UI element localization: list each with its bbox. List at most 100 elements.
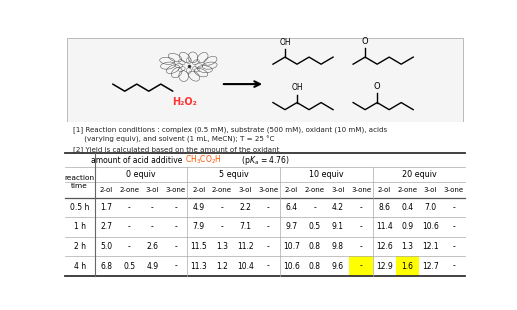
Text: -: - — [174, 222, 177, 232]
Bar — [349, 256, 373, 276]
Text: -: - — [267, 242, 270, 251]
Text: -: - — [360, 222, 362, 232]
Text: 9.1: 9.1 — [332, 222, 344, 232]
Text: 0.5 h: 0.5 h — [70, 203, 89, 212]
Text: -: - — [221, 222, 223, 232]
Text: 8.6: 8.6 — [378, 203, 390, 212]
Text: 1.3: 1.3 — [216, 242, 228, 251]
Text: H₂O₂: H₂O₂ — [172, 97, 197, 107]
Text: O: O — [362, 37, 369, 46]
Bar — [396, 256, 419, 276]
Text: 10.6: 10.6 — [422, 222, 439, 232]
Text: 11.4: 11.4 — [376, 222, 392, 232]
Text: 10 equiv: 10 equiv — [309, 170, 344, 179]
Text: 10.7: 10.7 — [283, 242, 300, 251]
Text: OH: OH — [291, 83, 303, 92]
Text: 0.4: 0.4 — [401, 203, 414, 212]
Text: 4.9: 4.9 — [193, 203, 205, 212]
Text: 12.9: 12.9 — [376, 262, 392, 271]
Text: 1.3: 1.3 — [401, 242, 414, 251]
Text: 4.2: 4.2 — [332, 203, 344, 212]
Text: 11.2: 11.2 — [237, 242, 253, 251]
Text: 3-one: 3-one — [258, 187, 278, 193]
Text: 1.7: 1.7 — [100, 203, 112, 212]
Text: 2-ol: 2-ol — [377, 187, 391, 193]
Text: 0.8: 0.8 — [309, 262, 321, 271]
Text: 3-one: 3-one — [444, 187, 464, 193]
Text: (p$K_a$ = 4.76): (p$K_a$ = 4.76) — [239, 154, 290, 167]
Text: 11.3: 11.3 — [190, 262, 207, 271]
Text: amount of acid additive: amount of acid additive — [91, 156, 185, 165]
Text: -: - — [221, 203, 223, 212]
Text: 2-one: 2-one — [212, 187, 232, 193]
Text: 12.1: 12.1 — [422, 242, 439, 251]
Text: 3-one: 3-one — [351, 187, 371, 193]
Text: 5.0: 5.0 — [100, 242, 112, 251]
Text: 10.4: 10.4 — [237, 262, 254, 271]
Text: 0.9: 0.9 — [401, 222, 414, 232]
Text: -: - — [128, 203, 131, 212]
Text: -: - — [151, 222, 154, 232]
Text: 0.8: 0.8 — [309, 242, 321, 251]
Text: -: - — [174, 242, 177, 251]
Text: -: - — [360, 203, 362, 212]
Text: 2.6: 2.6 — [146, 242, 158, 251]
Text: 4 h: 4 h — [73, 262, 86, 271]
Text: -: - — [313, 203, 316, 212]
Text: 5 equiv: 5 equiv — [219, 170, 249, 179]
Text: 10.6: 10.6 — [283, 262, 300, 271]
Text: -: - — [360, 262, 362, 271]
Text: 9.7: 9.7 — [285, 222, 298, 232]
Text: 20 equiv: 20 equiv — [402, 170, 436, 179]
Text: -: - — [452, 222, 455, 232]
Text: 3-one: 3-one — [165, 187, 186, 193]
Text: 2-one: 2-one — [119, 187, 139, 193]
Text: 3-ol: 3-ol — [238, 187, 252, 193]
Text: CH$_3$CO$_2$H: CH$_3$CO$_2$H — [185, 154, 222, 166]
Text: 1.2: 1.2 — [216, 262, 228, 271]
Text: -: - — [128, 222, 131, 232]
Text: 3-ol: 3-ol — [424, 187, 437, 193]
Text: 0 equiv: 0 equiv — [126, 170, 156, 179]
Text: -: - — [360, 242, 362, 251]
Text: 2-ol: 2-ol — [192, 187, 205, 193]
Text: OH: OH — [279, 38, 291, 46]
Text: -: - — [452, 203, 455, 212]
Text: 3-ol: 3-ol — [331, 187, 344, 193]
Text: -: - — [267, 222, 270, 232]
Text: -: - — [267, 262, 270, 271]
Text: 2-one: 2-one — [398, 187, 417, 193]
Text: -: - — [452, 242, 455, 251]
Text: 11.5: 11.5 — [190, 242, 207, 251]
FancyBboxPatch shape — [67, 38, 463, 122]
Text: O: O — [374, 82, 381, 91]
Text: 0.5: 0.5 — [309, 222, 321, 232]
Text: 2-ol: 2-ol — [99, 187, 113, 193]
Text: 1.6: 1.6 — [401, 262, 414, 271]
Text: 4.9: 4.9 — [146, 262, 159, 271]
Text: 6.4: 6.4 — [285, 203, 298, 212]
Text: 2.2: 2.2 — [239, 203, 251, 212]
Text: -: - — [267, 203, 270, 212]
Text: 2-ol: 2-ol — [285, 187, 298, 193]
Text: 3-ol: 3-ol — [146, 187, 159, 193]
Text: -: - — [452, 262, 455, 271]
Text: 7.1: 7.1 — [239, 222, 251, 232]
Text: -: - — [151, 203, 154, 212]
Text: 2-one: 2-one — [305, 187, 325, 193]
Text: 9.8: 9.8 — [332, 242, 344, 251]
Text: 7.0: 7.0 — [424, 203, 436, 212]
Text: 1 h: 1 h — [73, 222, 86, 232]
Text: -: - — [128, 242, 131, 251]
Text: 2.7: 2.7 — [100, 222, 112, 232]
Text: -: - — [174, 203, 177, 212]
Text: 9.6: 9.6 — [332, 262, 344, 271]
Text: 12.7: 12.7 — [422, 262, 439, 271]
Text: 7.9: 7.9 — [193, 222, 205, 232]
Text: reaction
time: reaction time — [65, 175, 95, 189]
Text: 2 h: 2 h — [73, 242, 86, 251]
Text: 0.5: 0.5 — [123, 262, 135, 271]
Text: -: - — [174, 262, 177, 271]
Text: 6.8: 6.8 — [100, 262, 112, 271]
Text: [1] Reaction conditions : complex (0.5 mM), substrate (500 mM), oxidant (10 mM),: [1] Reaction conditions : complex (0.5 m… — [72, 126, 387, 153]
